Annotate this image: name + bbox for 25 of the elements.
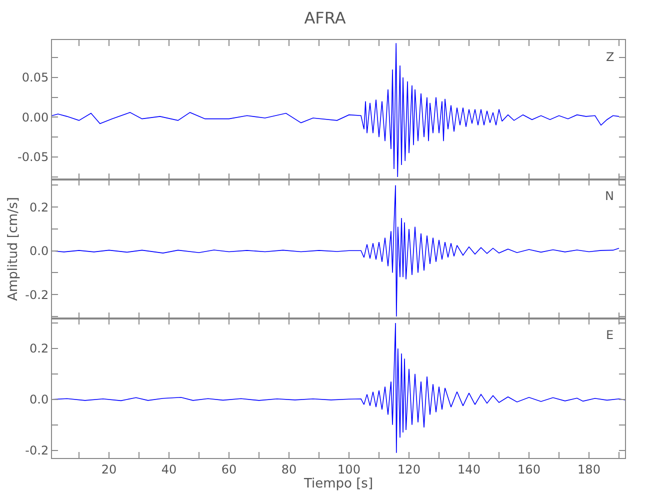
- x-tick-label: 140: [458, 462, 480, 476]
- chart-title: AFRA: [304, 8, 346, 28]
- y-axis-title: Amplitud [cm/s]: [6, 197, 22, 301]
- y-tick-label: 0.0: [30, 244, 49, 258]
- x-tick-label: 60: [221, 462, 237, 476]
- x-tick-label: 80: [281, 462, 297, 476]
- y-tick-label: 0.2: [30, 342, 49, 356]
- x-tick-label: 120: [398, 462, 420, 476]
- line-series: [52, 42, 620, 178]
- x-tick-label: 20: [101, 462, 117, 476]
- y-tick-label: -0.2: [25, 288, 49, 302]
- annotation: N: [605, 189, 614, 203]
- y-tick-label: -0.05: [18, 150, 49, 164]
- y-tick-label: 0.2: [30, 200, 49, 214]
- x-tick-label: 180: [578, 462, 600, 476]
- x-tick-label: 160: [518, 462, 540, 476]
- annotation: E: [606, 328, 614, 342]
- x-tick-label: 100: [338, 462, 360, 476]
- y-tick-label: 0.00: [22, 110, 49, 124]
- x-axis-title: Tiempo [s]: [302, 476, 374, 492]
- y-tick-label: 0.05: [22, 70, 49, 85]
- annotation: Z: [606, 50, 614, 64]
- y-tick-label: -0.2: [25, 444, 49, 458]
- x-tick-label: 40: [161, 462, 177, 476]
- y-tick-label: 0.0: [30, 392, 49, 407]
